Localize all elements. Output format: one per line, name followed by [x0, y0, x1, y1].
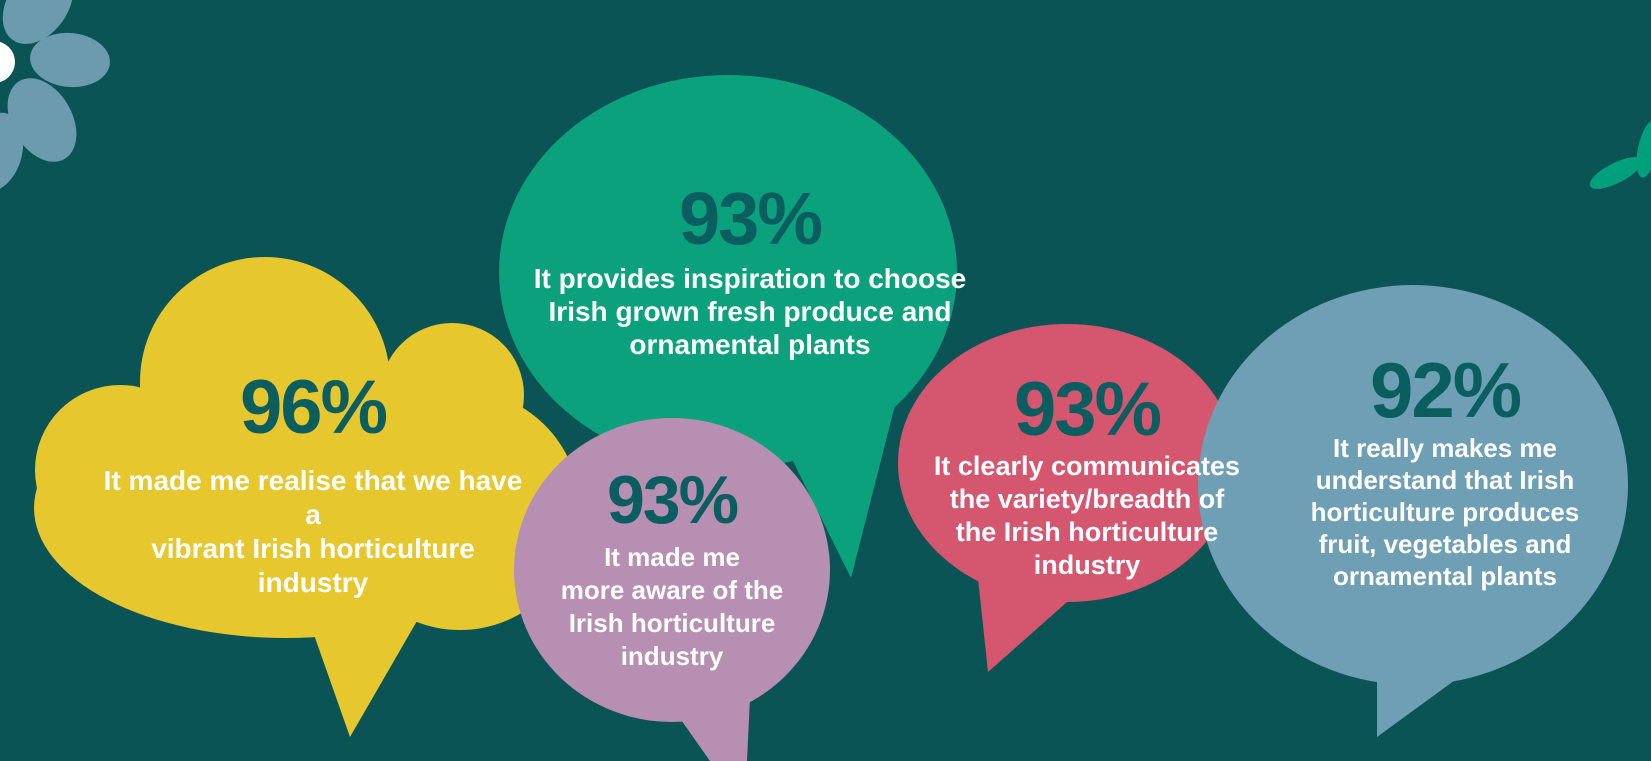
flower-petal: [2, 0, 74, 44]
stat-description: It really makes me understand that Irish…: [1275, 432, 1615, 592]
stat-percent: 93%: [1013, 367, 1162, 452]
stat-description: It provides inspiration to choose Irish …: [520, 262, 980, 361]
leaf-icon: [1589, 120, 1651, 189]
bubble-produces: 92% It really makes me understand that I…: [1275, 349, 1615, 592]
bubble-shape-produces: [1198, 285, 1628, 737]
leaf: [1636, 120, 1651, 178]
bubble-tail: [975, 550, 1075, 672]
bubble-vibrant-industry: 96% It made me realise that we have a vi…: [93, 368, 533, 600]
stat-description-line: the Irish horticulture: [955, 517, 1219, 547]
stat-description: It made me realise that we have a vibran…: [93, 464, 533, 600]
stat-description-line: understand that Irish: [1315, 465, 1575, 495]
bubble-more-aware: 93% It made me more aware of the Irish h…: [512, 464, 832, 673]
flower-petal: [30, 32, 110, 88]
stat-description-line: ornamental plants: [1333, 561, 1557, 591]
leaf: [1589, 157, 1643, 189]
stat-description-line: more aware of the: [560, 575, 784, 605]
stat-description: It clearly communicates the variety/brea…: [907, 450, 1267, 582]
bubble-shape-vibrant: [34, 257, 580, 737]
stat-description-line: It made me: [604, 542, 740, 572]
flower-icon: [0, 0, 110, 192]
stat-description-line: It made me realise that we have a: [103, 465, 523, 530]
stat-percent: 96%: [239, 365, 388, 450]
flower-petal: [7, 78, 77, 162]
stat-description-line: It really makes me: [1332, 433, 1558, 463]
stat-description-line: horticulture produces: [1310, 497, 1580, 527]
stat-description-line: ornamental plants: [629, 329, 871, 360]
stat-description-line: It provides inspiration to choose: [533, 263, 967, 294]
stat-percent: 92%: [1369, 346, 1522, 434]
stat-description-line: industry: [1033, 550, 1141, 580]
bubble-shape-inspiration: [499, 75, 957, 578]
bubble-shape-variety: [898, 324, 1236, 672]
stat-description-line: Irish horticulture: [568, 608, 776, 638]
bubble-variety-breadth: 93% It clearly communicates the variety/…: [907, 370, 1267, 582]
stat-description-line: fruit, vegetables and: [1318, 529, 1572, 559]
stat-description-line: vibrant Irish horticulture industry: [151, 533, 475, 598]
bubble-tail: [770, 405, 895, 578]
stat-percent: 93%: [606, 462, 739, 538]
stat-description-line: industry: [620, 641, 724, 671]
bubble-inspiration: 93% It provides inspiration to choose Ir…: [520, 180, 980, 361]
flower-center: [0, 41, 15, 83]
stat-description: It made me more aware of the Irish horti…: [512, 541, 832, 673]
bubble-tail: [1310, 630, 1462, 737]
stat-percent: 93%: [678, 177, 823, 260]
bubble-shape-aware: [514, 418, 830, 761]
stat-description-line: the variety/breadth of: [949, 484, 1225, 514]
bubble-tail: [300, 595, 432, 737]
bubble-tail: [660, 655, 752, 761]
stat-description-line: Irish grown fresh produce and: [548, 296, 952, 327]
stat-description-line: It clearly communicates: [933, 451, 1241, 481]
flower-petal: [0, 112, 24, 192]
